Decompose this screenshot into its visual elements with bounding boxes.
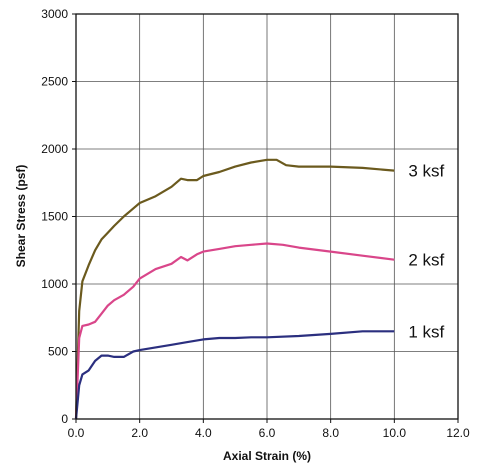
- y-axis-title: Shear Stress (psf): [14, 165, 28, 268]
- y-tick-label: 1000: [41, 277, 68, 291]
- y-tick-label: 500: [48, 345, 68, 359]
- y-tick-label: 2500: [41, 75, 68, 89]
- x-tick-label: 6.0: [259, 426, 276, 440]
- x-tick-label: 8.0: [322, 426, 339, 440]
- series-line-1-ksf: [74, 330, 395, 420]
- series-line-3-ksf: [74, 158, 395, 420]
- x-tick-label: 4.0: [195, 426, 212, 440]
- series-lines: [74, 158, 395, 420]
- x-axis-title: Axial Strain (%): [223, 449, 311, 463]
- x-tick-label: 0.0: [68, 426, 85, 440]
- series-line-2-ksf: [74, 242, 395, 420]
- y-tick-label: 2000: [41, 142, 68, 156]
- y-tick-label: 0: [61, 412, 68, 426]
- y-ticks: 0 500 1000 1500 2000 2500 3000: [41, 7, 76, 426]
- series-label-1-ksf: 1 ksf: [408, 322, 444, 341]
- x-tick-label: 10.0: [383, 426, 407, 440]
- x-ticks: 0.0 2.0 4.0 6.0 8.0 10.0 12.0: [68, 419, 470, 440]
- x-tick-label: 2.0: [131, 426, 148, 440]
- y-tick-label: 1500: [41, 210, 68, 224]
- x-tick-label: 12.0: [446, 426, 470, 440]
- y-tick-label: 3000: [41, 7, 68, 21]
- grid: [76, 14, 458, 419]
- series-label-3-ksf: 3 ksf: [408, 162, 444, 181]
- plot-frame: [75, 13, 459, 420]
- series-label-2-ksf: 2 ksf: [408, 251, 444, 270]
- series-labels: 3 ksf 2 ksf 1 ksf: [408, 162, 444, 342]
